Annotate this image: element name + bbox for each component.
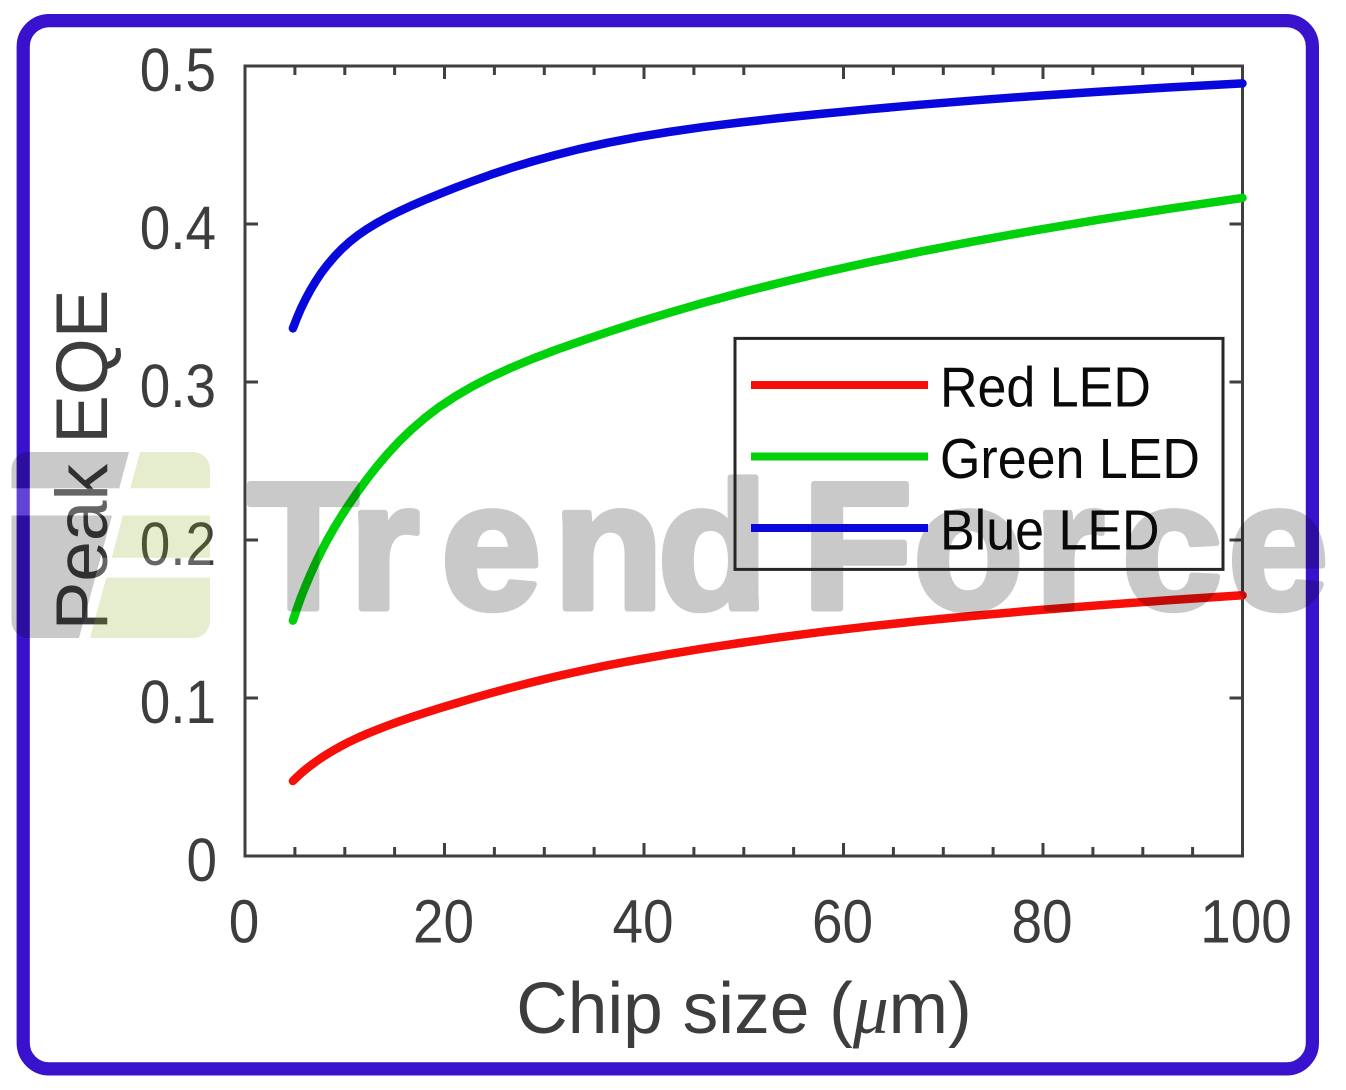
svg-text:60: 60 xyxy=(812,888,873,956)
svg-text:80: 80 xyxy=(1011,888,1072,956)
svg-text:Green LED: Green LED xyxy=(940,427,1200,491)
svg-text:0.3: 0.3 xyxy=(140,352,216,420)
svg-text:0.2: 0.2 xyxy=(140,510,216,578)
svg-text:Red LED: Red LED xyxy=(940,355,1151,419)
svg-text:0.5: 0.5 xyxy=(140,36,216,104)
svg-text:40: 40 xyxy=(612,888,673,956)
svg-text:0: 0 xyxy=(229,888,260,956)
svg-text:20: 20 xyxy=(413,888,474,956)
svg-text:100: 100 xyxy=(1200,888,1292,956)
svg-text:0.1: 0.1 xyxy=(140,668,216,736)
svg-text:Blue LED: Blue LED xyxy=(940,498,1160,562)
svg-text:0.4: 0.4 xyxy=(140,194,216,262)
svg-text:Peak EQE: Peak EQE xyxy=(42,290,123,631)
svg-text:0: 0 xyxy=(186,826,217,894)
svg-text:Chip size (μm): Chip size (μm) xyxy=(516,969,972,1049)
